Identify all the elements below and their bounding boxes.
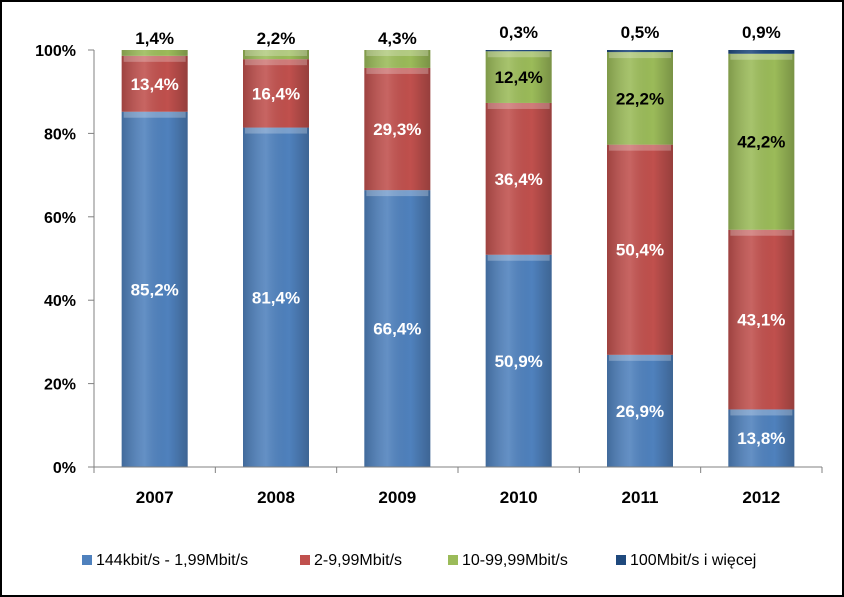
- data-label-2007-s1: 13,4%: [131, 75, 179, 94]
- bar-highlight-2011-s2: [609, 52, 671, 59]
- bar-highlight-2011-s1: [609, 144, 671, 151]
- bar-highlight-2009-s0: [366, 190, 429, 197]
- bars-layer: [121, 50, 795, 467]
- bar-highlight-2009-s1: [366, 67, 429, 74]
- bar-shade-2008-s1: [243, 59, 309, 128]
- y-tick-label: 0%: [53, 460, 76, 477]
- bar-shade-2010-s0: [485, 254, 552, 467]
- bar-shade-2009-s0: [364, 190, 431, 467]
- data-label-2008-s2: 2,2%: [257, 29, 296, 48]
- data-label-2007-s2: 1,4%: [135, 29, 174, 48]
- bar-highlight-2009-s2: [366, 50, 429, 56]
- legend-swatch-s2: [448, 555, 458, 565]
- bar-shade-2012-s3: [728, 50, 795, 54]
- legend-label-s1: 2-9,99Mbit/s: [314, 552, 402, 569]
- bar-shade-2011-s3: [607, 50, 673, 53]
- bar-highlight-2007-s0: [123, 111, 186, 118]
- x-tick-label-2009: 2009: [378, 488, 416, 507]
- x-tick-label-2008: 2008: [257, 488, 295, 507]
- bar-highlight-2012-s2: [730, 53, 793, 60]
- data-label-2010-s0: 50,9%: [495, 352, 543, 371]
- bar-shade-2012-s1: [728, 229, 795, 410]
- data-label-2010-s2: 12,4%: [495, 68, 543, 87]
- bar-shade-2011-s2: [607, 52, 673, 145]
- data-label-2011-s1: 50,4%: [616, 241, 664, 260]
- y-tick-label: 80%: [44, 126, 76, 143]
- bar-shade-2009-s1: [364, 67, 431, 191]
- bar-shade-2012-s2: [728, 53, 795, 230]
- x-tick-label-2011: 2011: [622, 488, 659, 507]
- bar-highlight-2010-s1: [487, 102, 550, 109]
- data-label-2007-s0: 85,2%: [131, 280, 179, 299]
- legend: 144kbit/s - 1,99Mbit/s 2-9,99Mbit/s 10-99,…: [82, 552, 756, 569]
- legend-swatch-s0: [82, 555, 92, 565]
- bar-shade-2008-s2: [243, 50, 309, 60]
- bar-shade-2011-s1: [607, 144, 673, 355]
- bar-highlight-2010-s0: [487, 254, 550, 261]
- x-tick-label-2012: 2012: [742, 488, 780, 507]
- bar-shade-2010-s1: [485, 102, 552, 255]
- bar-shade-2007-s1: [121, 55, 188, 112]
- bar-highlight-2007-s1: [123, 55, 186, 62]
- bar-shade-2007-s0: [121, 111, 188, 467]
- legend-label-s3: 100Mbit/s i więcej: [630, 552, 756, 569]
- legend-swatch-s3: [616, 555, 626, 565]
- bar-shade-2008-s0: [243, 127, 309, 467]
- data-label-2009-s0: 66,4%: [373, 320, 421, 339]
- data-label-2008-s1: 16,4%: [252, 84, 300, 103]
- data-label-2009-s1: 29,3%: [373, 120, 421, 139]
- data-label-2009-s2: 4,3%: [378, 29, 417, 48]
- bar-shade-2010-s3: [485, 50, 552, 52]
- bar-highlight-2010-s2: [487, 51, 550, 58]
- data-label-2012-s0: 13,8%: [737, 429, 785, 448]
- legend-label-s2: 10-99,99Mbit/s: [462, 552, 568, 569]
- legend-swatch-s1: [300, 555, 310, 565]
- x-tick-label-2010: 2010: [500, 488, 538, 507]
- axes-layer: 0% 20% 40% 60% 80% 100% 2007 2008 2009 2010 2011 20…: [35, 43, 823, 507]
- data-labels-layer: 85,2% 13,4% 1,4% 81,4% 16,4% 2,2% 66,4% 29,3% 4,…: [131, 23, 786, 448]
- y-tick-label: 20%: [44, 377, 76, 394]
- legend-label-s0: 144kbit/s - 1,99Mbit/s: [96, 552, 248, 569]
- data-label-2011-s2: 22,2%: [616, 89, 664, 108]
- data-label-2012-s2: 42,2%: [737, 133, 785, 152]
- bar-shade-2011-s0: [607, 354, 673, 467]
- bar-highlight-2012-s1: [730, 229, 793, 236]
- data-label-2011-s3: 0,5%: [621, 23, 660, 42]
- bar-shade-2012-s0: [728, 409, 795, 467]
- data-label-2011-s0: 26,9%: [616, 402, 664, 421]
- x-tick-label-2007: 2007: [136, 488, 174, 507]
- bar-highlight-2008-s0: [245, 127, 307, 134]
- bar-highlight-2008-s1: [245, 59, 307, 66]
- data-label-2010-s3: 0,3%: [499, 23, 538, 42]
- data-label-2008-s0: 81,4%: [252, 288, 300, 307]
- bar-highlight-2011-s0: [609, 354, 671, 361]
- data-label-2012-s1: 43,1%: [737, 311, 785, 330]
- data-label-2010-s1: 36,4%: [495, 170, 543, 189]
- bar-highlight-2012-s0: [730, 409, 793, 416]
- bar-shade-2009-s2: [364, 50, 431, 68]
- y-tick-label: 60%: [44, 210, 76, 227]
- y-tick-label: 100%: [35, 43, 76, 60]
- bar-shade-2010-s2: [485, 51, 552, 103]
- y-tick-label: 40%: [44, 293, 76, 310]
- bar-shade-2007-s2: [121, 50, 188, 56]
- bar-highlight-2008-s2: [245, 50, 307, 56]
- data-label-2012-s3: 0,9%: [742, 23, 781, 42]
